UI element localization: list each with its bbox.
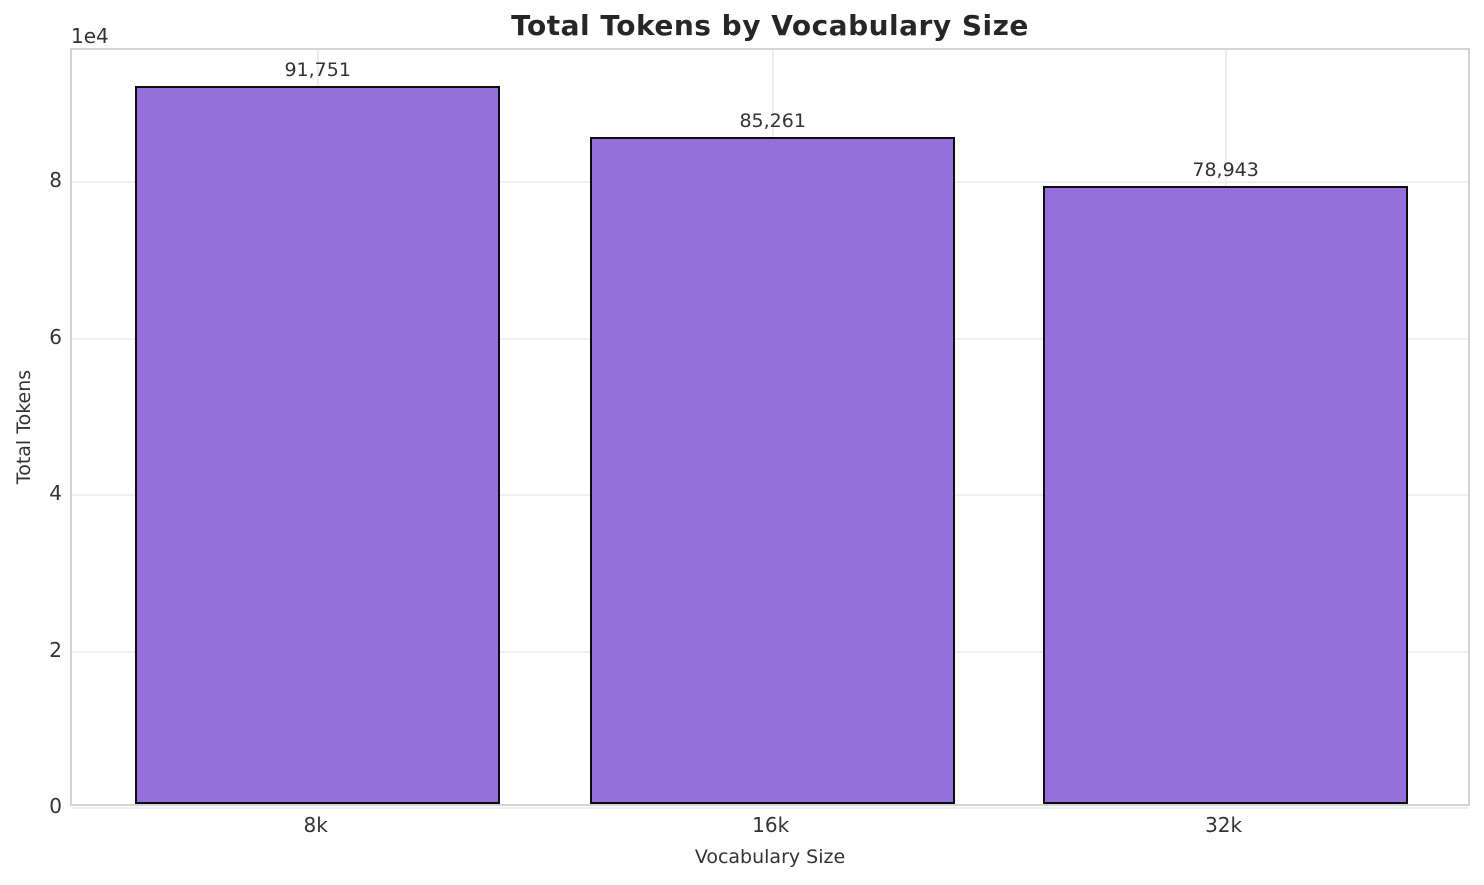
x-tick-label: 32k [1205, 813, 1243, 837]
y-tick-label: 2 [49, 637, 62, 662]
plot-area: 91,751 85,261 78,943 [70, 48, 1470, 809]
chart-title: Total Tokens by Vocabulary Size [511, 9, 1029, 42]
bar-32k [1043, 186, 1409, 804]
bar-value-label: 91,751 [284, 59, 351, 82]
horizontal-gridline [72, 807, 1468, 809]
x-axis-label: Vocabulary Size [694, 846, 846, 868]
bar-16k [590, 137, 956, 804]
y-tick-label: 8 [49, 168, 62, 193]
y-axis-offset-label: 1e4 [71, 24, 109, 48]
y-tick-label: 6 [49, 324, 62, 349]
bar-value-label: 78,943 [1192, 159, 1259, 182]
bar-8k [135, 86, 501, 804]
bar-value-label: 85,261 [739, 110, 806, 133]
y-axis-label: Total Tokens [13, 369, 35, 485]
y-tick-label: 4 [49, 481, 62, 506]
y-tick-label: 0 [49, 794, 62, 818]
x-tick-label: 16k [752, 813, 790, 837]
x-tick-label: 8k [303, 813, 328, 837]
